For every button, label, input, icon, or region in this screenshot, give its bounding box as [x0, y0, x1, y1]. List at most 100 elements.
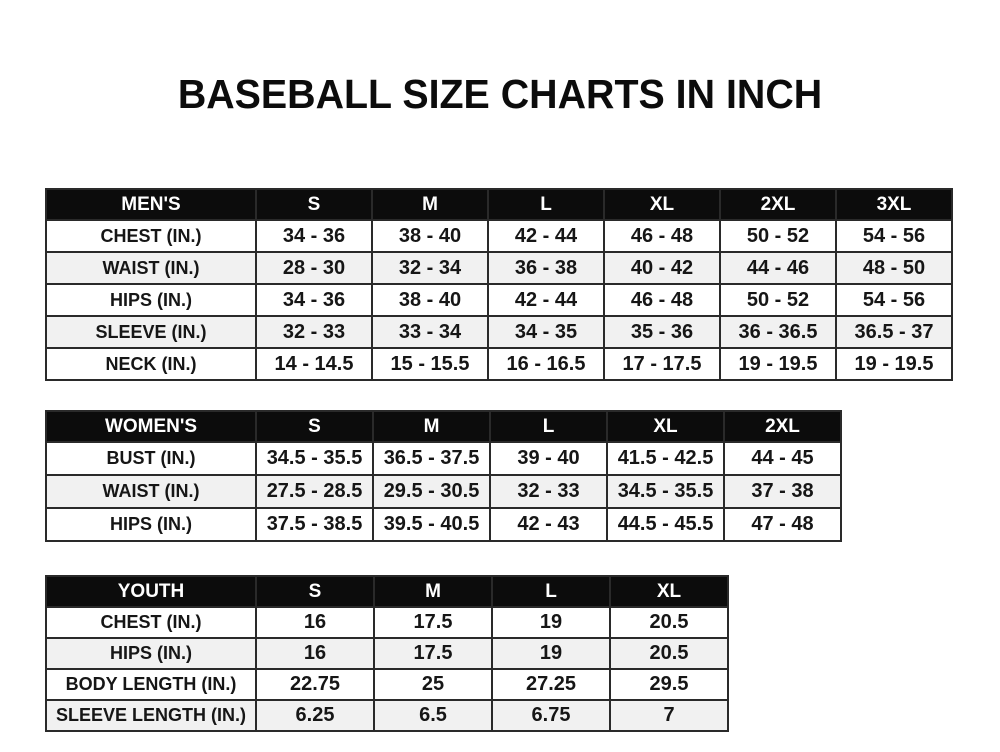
size-cell: 28 - 30: [255, 251, 373, 285]
size-cell: 14 - 14.5: [255, 347, 373, 381]
size-cell: 6.25: [255, 699, 375, 732]
column-header: S: [255, 410, 374, 443]
size-cell: 6.75: [491, 699, 611, 732]
column-header: 2XL: [723, 410, 842, 443]
size-table-mens: MEN'S S M L XL 2XL 3XL CHEST (IN.) 34 - 36 38 - 4…: [45, 188, 953, 381]
column-header: S: [255, 188, 373, 221]
table-row: CHEST (IN.) 34 - 36 38 - 40 42 - 44 46 - 48 5…: [45, 219, 953, 253]
row-label: HIPS (IN.): [45, 507, 257, 542]
column-header: XL: [603, 188, 721, 221]
size-cell: 33 - 34: [371, 315, 489, 349]
size-cell: 36.5 - 37.5: [372, 441, 491, 476]
size-tables-container: MEN'S S M L XL 2XL 3XL CHEST (IN.) 34 - 36 38 - 4…: [45, 188, 1000, 732]
size-cell: 25: [373, 668, 493, 701]
size-cell: 7: [609, 699, 729, 732]
size-cell: 40 - 42: [603, 251, 721, 285]
size-cell: 15 - 15.5: [371, 347, 489, 381]
header-row: WOMEN'S S M L XL 2XL: [45, 410, 842, 443]
size-cell: 20.5: [609, 606, 729, 639]
size-cell: 46 - 48: [603, 283, 721, 317]
size-cell: 50 - 52: [719, 283, 837, 317]
table-row: HIPS (IN.) 34 - 36 38 - 40 42 - 44 46 - 48 50…: [45, 283, 953, 317]
size-cell: 42 - 43: [489, 507, 608, 542]
table-row: SLEEVE (IN.) 32 - 33 33 - 34 34 - 35 35 - 36…: [45, 315, 953, 349]
size-cell: 44 - 46: [719, 251, 837, 285]
page-title: BASEBALL SIZE CHARTS IN INCH: [177, 71, 823, 117]
table-row: WAIST (IN.) 28 - 30 32 - 34 36 - 38 40 - 42 4…: [45, 251, 953, 285]
column-header: XL: [609, 575, 729, 608]
size-cell: 35 - 36: [603, 315, 721, 349]
size-cell: 38 - 40: [371, 283, 489, 317]
size-cell: 19: [491, 637, 611, 670]
size-cell: 19 - 19.5: [835, 347, 953, 381]
table-row: BUST (IN.) 34.5 - 35.5 36.5 - 37.5 39 - 40 4…: [45, 441, 842, 476]
table-row: WAIST (IN.) 27.5 - 28.5 29.5 - 30.5 32 - 33…: [45, 474, 842, 509]
column-header: M: [373, 575, 493, 608]
row-label: BUST (IN.): [45, 441, 257, 476]
size-cell: 37 - 38: [723, 474, 842, 509]
size-cell: 39.5 - 40.5: [372, 507, 491, 542]
size-cell: 17.5: [373, 606, 493, 639]
size-cell: 34 - 35: [487, 315, 605, 349]
table-row: SLEEVE LENGTH (IN.) 6.25 6.5 6.75 7: [45, 699, 729, 732]
size-cell: 34 - 36: [255, 219, 373, 253]
row-label: WAIST (IN.): [45, 251, 257, 285]
size-cell: 48 - 50: [835, 251, 953, 285]
size-cell: 39 - 40: [489, 441, 608, 476]
column-header: M: [372, 410, 491, 443]
size-cell: 44.5 - 45.5: [606, 507, 725, 542]
size-cell: 16 - 16.5: [487, 347, 605, 381]
size-cell: 20.5: [609, 637, 729, 670]
size-cell: 32 - 34: [371, 251, 489, 285]
column-header: XL: [606, 410, 725, 443]
size-cell: 32 - 33: [255, 315, 373, 349]
row-label: SLEEVE LENGTH (IN.): [45, 699, 257, 732]
table-row: CHEST (IN.) 16 17.5 19 20.5: [45, 606, 729, 639]
column-header: M: [371, 188, 489, 221]
size-cell: 54 - 56: [835, 283, 953, 317]
table-title-cell: WOMEN'S: [45, 410, 257, 443]
size-table-womens: WOMEN'S S M L XL 2XL BUST (IN.) 34.5 - 35.5 36.5…: [45, 410, 842, 542]
row-label: HIPS (IN.): [45, 637, 257, 670]
column-header: L: [491, 575, 611, 608]
row-label: CHEST (IN.): [45, 219, 257, 253]
size-cell: 6.5: [373, 699, 493, 732]
header-row: MEN'S S M L XL 2XL 3XL: [45, 188, 953, 221]
size-cell: 41.5 - 42.5: [606, 441, 725, 476]
row-label: SLEEVE (IN.): [45, 315, 257, 349]
size-cell: 42 - 44: [487, 283, 605, 317]
table-row: BODY LENGTH (IN.) 22.75 25 27.25 29.5: [45, 668, 729, 701]
size-cell: 47 - 48: [723, 507, 842, 542]
column-header: L: [489, 410, 608, 443]
column-header: 2XL: [719, 188, 837, 221]
table-title-cell: MEN'S: [45, 188, 257, 221]
size-cell: 29.5 - 30.5: [372, 474, 491, 509]
size-cell: 32 - 33: [489, 474, 608, 509]
row-label: NECK (IN.): [45, 347, 257, 381]
size-cell: 16: [255, 606, 375, 639]
row-label: WAIST (IN.): [45, 474, 257, 509]
size-cell: 37.5 - 38.5: [255, 507, 374, 542]
column-header: 3XL: [835, 188, 953, 221]
size-cell: 34.5 - 35.5: [255, 441, 374, 476]
size-cell: 17 - 17.5: [603, 347, 721, 381]
size-cell: 46 - 48: [603, 219, 721, 253]
table-title-cell: YOUTH: [45, 575, 257, 608]
column-header: S: [255, 575, 375, 608]
size-cell: 54 - 56: [835, 219, 953, 253]
size-cell: 34.5 - 35.5: [606, 474, 725, 509]
size-cell: 36.5 - 37: [835, 315, 953, 349]
size-cell: 36 - 36.5: [719, 315, 837, 349]
table-row: HIPS (IN.) 16 17.5 19 20.5: [45, 637, 729, 670]
size-cell: 17.5: [373, 637, 493, 670]
column-header: L: [487, 188, 605, 221]
header-row: YOUTH S M L XL: [45, 575, 729, 608]
size-cell: 50 - 52: [719, 219, 837, 253]
size-cell: 34 - 36: [255, 283, 373, 317]
size-table-youth: YOUTH S M L XL CHEST (IN.) 16 17.5 19 20.5 HIPS (I…: [45, 575, 729, 732]
size-cell: 22.75: [255, 668, 375, 701]
size-cell: 42 - 44: [487, 219, 605, 253]
size-cell: 19 - 19.5: [719, 347, 837, 381]
size-cell: 29.5: [609, 668, 729, 701]
